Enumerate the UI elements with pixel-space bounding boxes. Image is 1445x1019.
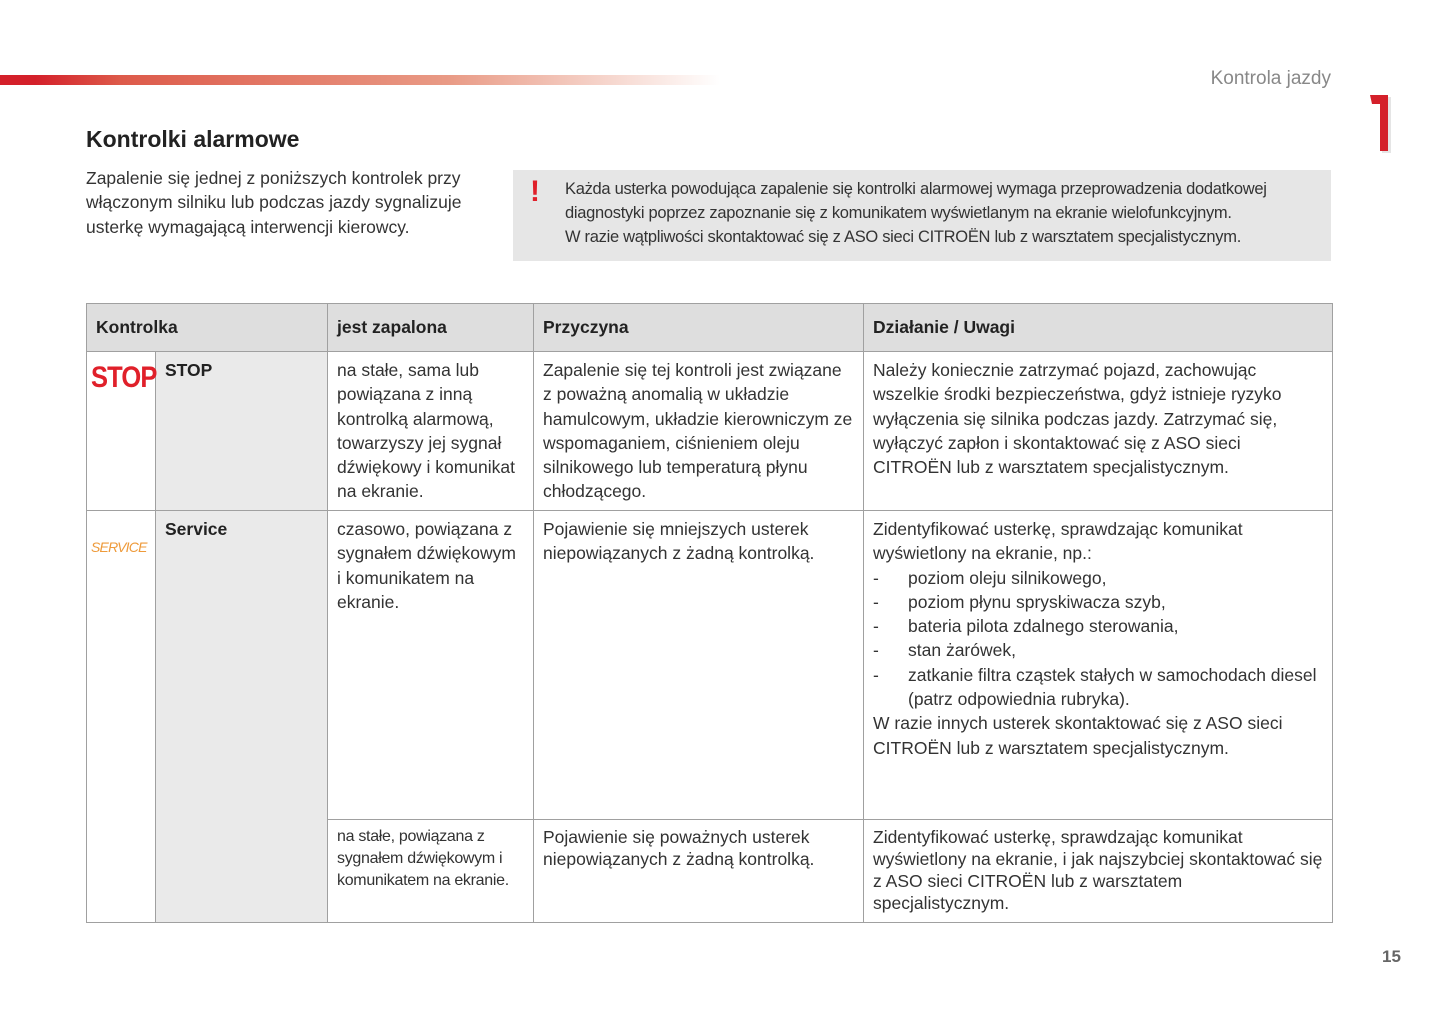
stop-warning-icon: STOP	[91, 361, 157, 394]
light-label: Service	[155, 510, 328, 923]
note-line: W razie wątpliwości skontaktować się z A…	[565, 228, 1241, 246]
header-kontrolka: Kontrolka	[86, 303, 328, 352]
bullet: -	[873, 640, 879, 661]
action-cell: Zidentyfikować usterkę, sprawdzając komu…	[863, 819, 1333, 923]
service-warning-icon: SERVICE	[91, 539, 147, 555]
state-cell: na stałe, sama lub powiązana z inną kont…	[327, 351, 534, 511]
list-item: zatkanie filtra cząstek stałych w samoch…	[908, 664, 1317, 710]
cause-cell: Zapalenie się tej kontroli jest związane…	[533, 351, 864, 511]
header-state: jest zapalona	[327, 303, 534, 352]
page-number: 15	[1382, 947, 1401, 966]
header-cause: Przyczyna	[533, 303, 864, 352]
exclamation-icon: !	[530, 175, 540, 208]
table-row: STOP STOP na stałe, sama lub powiązana z…	[86, 351, 1333, 511]
action-outro: W razie innych usterek skontaktować się …	[873, 713, 1283, 758]
header-accent-bar	[0, 75, 720, 85]
table-row: na stałe, powiązana z sygnałem dźwiękowy…	[87, 819, 1333, 923]
bullet: -	[873, 567, 879, 588]
note-line: diagnostyki poprzez zapoznanie się z kom…	[565, 204, 1232, 222]
warning-lights-table: Kontrolka jest zapalona Przyczyna Działa…	[86, 303, 1333, 923]
action-cell: Należy koniecznie zatrzymać pojazd, zach…	[863, 351, 1333, 511]
list-item: poziom oleju silnikowego,	[908, 567, 1107, 588]
bullet: -	[873, 591, 879, 612]
note-line: Każda usterka powodująca zapalenie się k…	[565, 180, 1267, 198]
page-title: Kontrolki alarmowe	[86, 126, 300, 152]
cause-cell: Pojawienie się poważnych usterek niepowi…	[533, 819, 864, 923]
table-row: SERVICE Service czasowo, powiązana z syg…	[86, 510, 1333, 923]
bullet: -	[873, 664, 879, 685]
chapter-number-1	[1370, 95, 1391, 153]
list-item: stan żarówek,	[908, 640, 1016, 661]
intro-text: Zapalenie się jednej z poniższych kontro…	[86, 168, 462, 237]
action-intro: Zidentyfikować usterkę, sprawdzając komu…	[873, 519, 1243, 564]
cause-cell: Pojawienie się mniejszych usterek niepow…	[533, 510, 864, 820]
light-label: STOP	[155, 351, 328, 511]
header-action: Działanie / Uwagi	[863, 303, 1333, 352]
bullet: -	[873, 616, 879, 637]
state-cell: czasowo, powiązana z sygnałem dźwiękowym…	[327, 510, 534, 820]
state-cell: na stałe, powiązana z sygnałem dźwiękowy…	[327, 819, 534, 923]
section-title: Kontrola jazdy	[1210, 68, 1331, 89]
list-item: poziom płynu spryskiwacza szyb,	[908, 591, 1166, 612]
warning-note: ! Każda usterka powodująca zapalenie się…	[513, 170, 1331, 261]
action-cell: Zidentyfikować usterkę, sprawdzając komu…	[863, 510, 1333, 820]
list-item: bateria pilota zdalnego sterowania,	[908, 616, 1179, 637]
